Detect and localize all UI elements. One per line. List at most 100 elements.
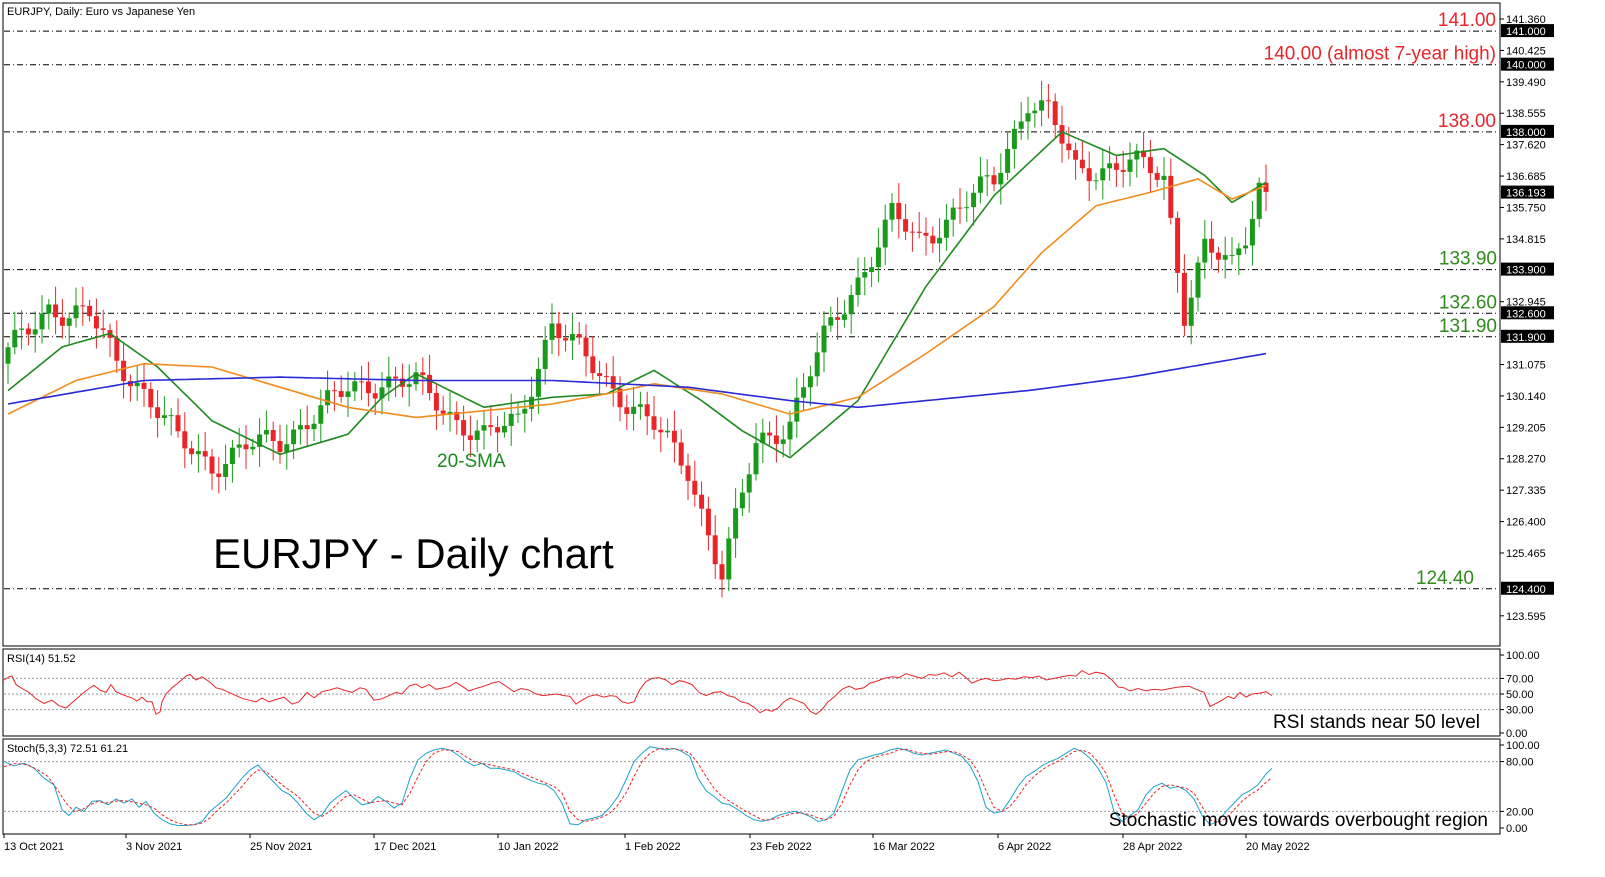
candle-body: [610, 376, 616, 389]
candle-body: [644, 404, 650, 417]
candle-body: [195, 451, 201, 455]
moving-averages: [7, 130, 1267, 459]
candle-body: [420, 372, 426, 375]
candle-body: [223, 464, 229, 477]
ma-line-1: [7, 178, 1267, 419]
candle-body: [841, 314, 847, 320]
candle-body: [1079, 159, 1085, 169]
candle-body: [182, 431, 188, 449]
candle-body: [379, 387, 385, 399]
candle-body: [291, 429, 297, 445]
candle-body: [597, 373, 603, 377]
candle-body: [1093, 180, 1099, 182]
candle-body: [372, 393, 378, 399]
candle-body: [440, 410, 446, 414]
candle-body: [916, 231, 922, 233]
level-tag-bg: [1501, 57, 1554, 71]
price-tick-label: 134.815: [1506, 234, 1546, 246]
rsi-indicator: 100.00 70.00 50.00 30.00 0.00: [3, 650, 1540, 740]
candle-body: [998, 172, 1004, 185]
level-label-4: 132.60: [1439, 292, 1497, 313]
candle-body: [631, 406, 637, 414]
level-label-3: 133.90: [1439, 249, 1497, 270]
candle-body: [896, 202, 902, 220]
indicator-tick-label: 100.00: [1506, 740, 1540, 752]
candle-body: [977, 176, 983, 193]
candle-body: [937, 237, 943, 244]
price-tick-label: 135.750: [1506, 202, 1546, 214]
candle-body: [637, 404, 643, 407]
level-tag-bg: [1501, 262, 1554, 276]
candle-body: [522, 408, 528, 414]
candle-body: [121, 360, 127, 382]
price-tick-label: 128.270: [1506, 454, 1546, 466]
candle-body: [814, 352, 820, 377]
level-tag-bg: [1501, 329, 1554, 343]
candle-body: [1073, 150, 1079, 160]
candle-body: [1209, 238, 1215, 253]
candle-body: [848, 294, 854, 315]
candle-body: [53, 304, 59, 318]
indicator-tick-label: 20.00: [1506, 806, 1534, 818]
candle-body: [189, 448, 195, 455]
candle-body: [1188, 297, 1194, 326]
candle-body: [1025, 113, 1031, 122]
candle-body: [671, 430, 677, 443]
candle-body: [345, 391, 351, 397]
rsi-note: RSI stands near 50 level: [1273, 712, 1480, 733]
candle-body: [1222, 255, 1228, 260]
candle-body: [427, 374, 433, 394]
candle-body: [80, 305, 86, 307]
candle-body: [882, 219, 888, 248]
date-tick-label: 1 Feb 2022: [625, 841, 681, 853]
candle-body: [481, 425, 487, 431]
candle-body: [705, 508, 711, 536]
candle-body: [467, 435, 473, 440]
stoch-line-0: [3, 746, 1273, 826]
candle-body: [175, 415, 181, 432]
candle-body: [1052, 101, 1058, 126]
indicator-tick-label: 100.00: [1506, 650, 1540, 662]
candle-body: [773, 435, 779, 444]
candle-body: [556, 323, 562, 339]
candle-body: [127, 381, 133, 387]
candle-body: [155, 407, 161, 419]
candle-body: [284, 444, 290, 453]
candle-body: [807, 376, 813, 388]
candle-body: [59, 317, 65, 326]
date-tick-label: 25 Nov 2021: [250, 841, 312, 853]
candle-body: [1263, 182, 1269, 192]
candle-body: [1066, 143, 1072, 151]
date-tick-label: 3 Nov 2021: [126, 841, 182, 853]
price-tick-label: 131.075: [1506, 360, 1546, 372]
candle-body: [250, 446, 256, 450]
candle-body: [1086, 168, 1092, 182]
candle-body: [746, 474, 752, 493]
level-tag: 138.000: [1506, 127, 1546, 139]
candle-body: [964, 207, 970, 209]
candle-body: [243, 444, 249, 450]
candle-body: [1039, 100, 1045, 111]
candle-body: [658, 429, 664, 433]
candle-body: [1147, 157, 1153, 174]
candle-body: [1168, 175, 1174, 218]
price-tick-label: 126.400: [1506, 517, 1546, 529]
candle-body: [984, 175, 990, 177]
candle-body: [93, 316, 99, 329]
candle-body: [311, 423, 317, 430]
candle-body: [1005, 148, 1011, 173]
candle-body: [5, 347, 11, 364]
candle-body: [903, 219, 909, 232]
rsi-line-0: [3, 669, 1273, 716]
candle-body: [474, 430, 480, 440]
date-tick-label: 6 Apr 2022: [998, 841, 1051, 853]
candle-body: [134, 382, 140, 387]
candle-body: [780, 439, 786, 444]
candle-body: [733, 508, 739, 539]
candle-body: [488, 425, 494, 428]
candle-body: [1236, 248, 1242, 256]
level-tag: 141.000: [1506, 26, 1546, 38]
candle-body: [1249, 218, 1255, 246]
indicator-tick-label: 70.00: [1506, 673, 1534, 685]
candle-body: [447, 411, 453, 414]
